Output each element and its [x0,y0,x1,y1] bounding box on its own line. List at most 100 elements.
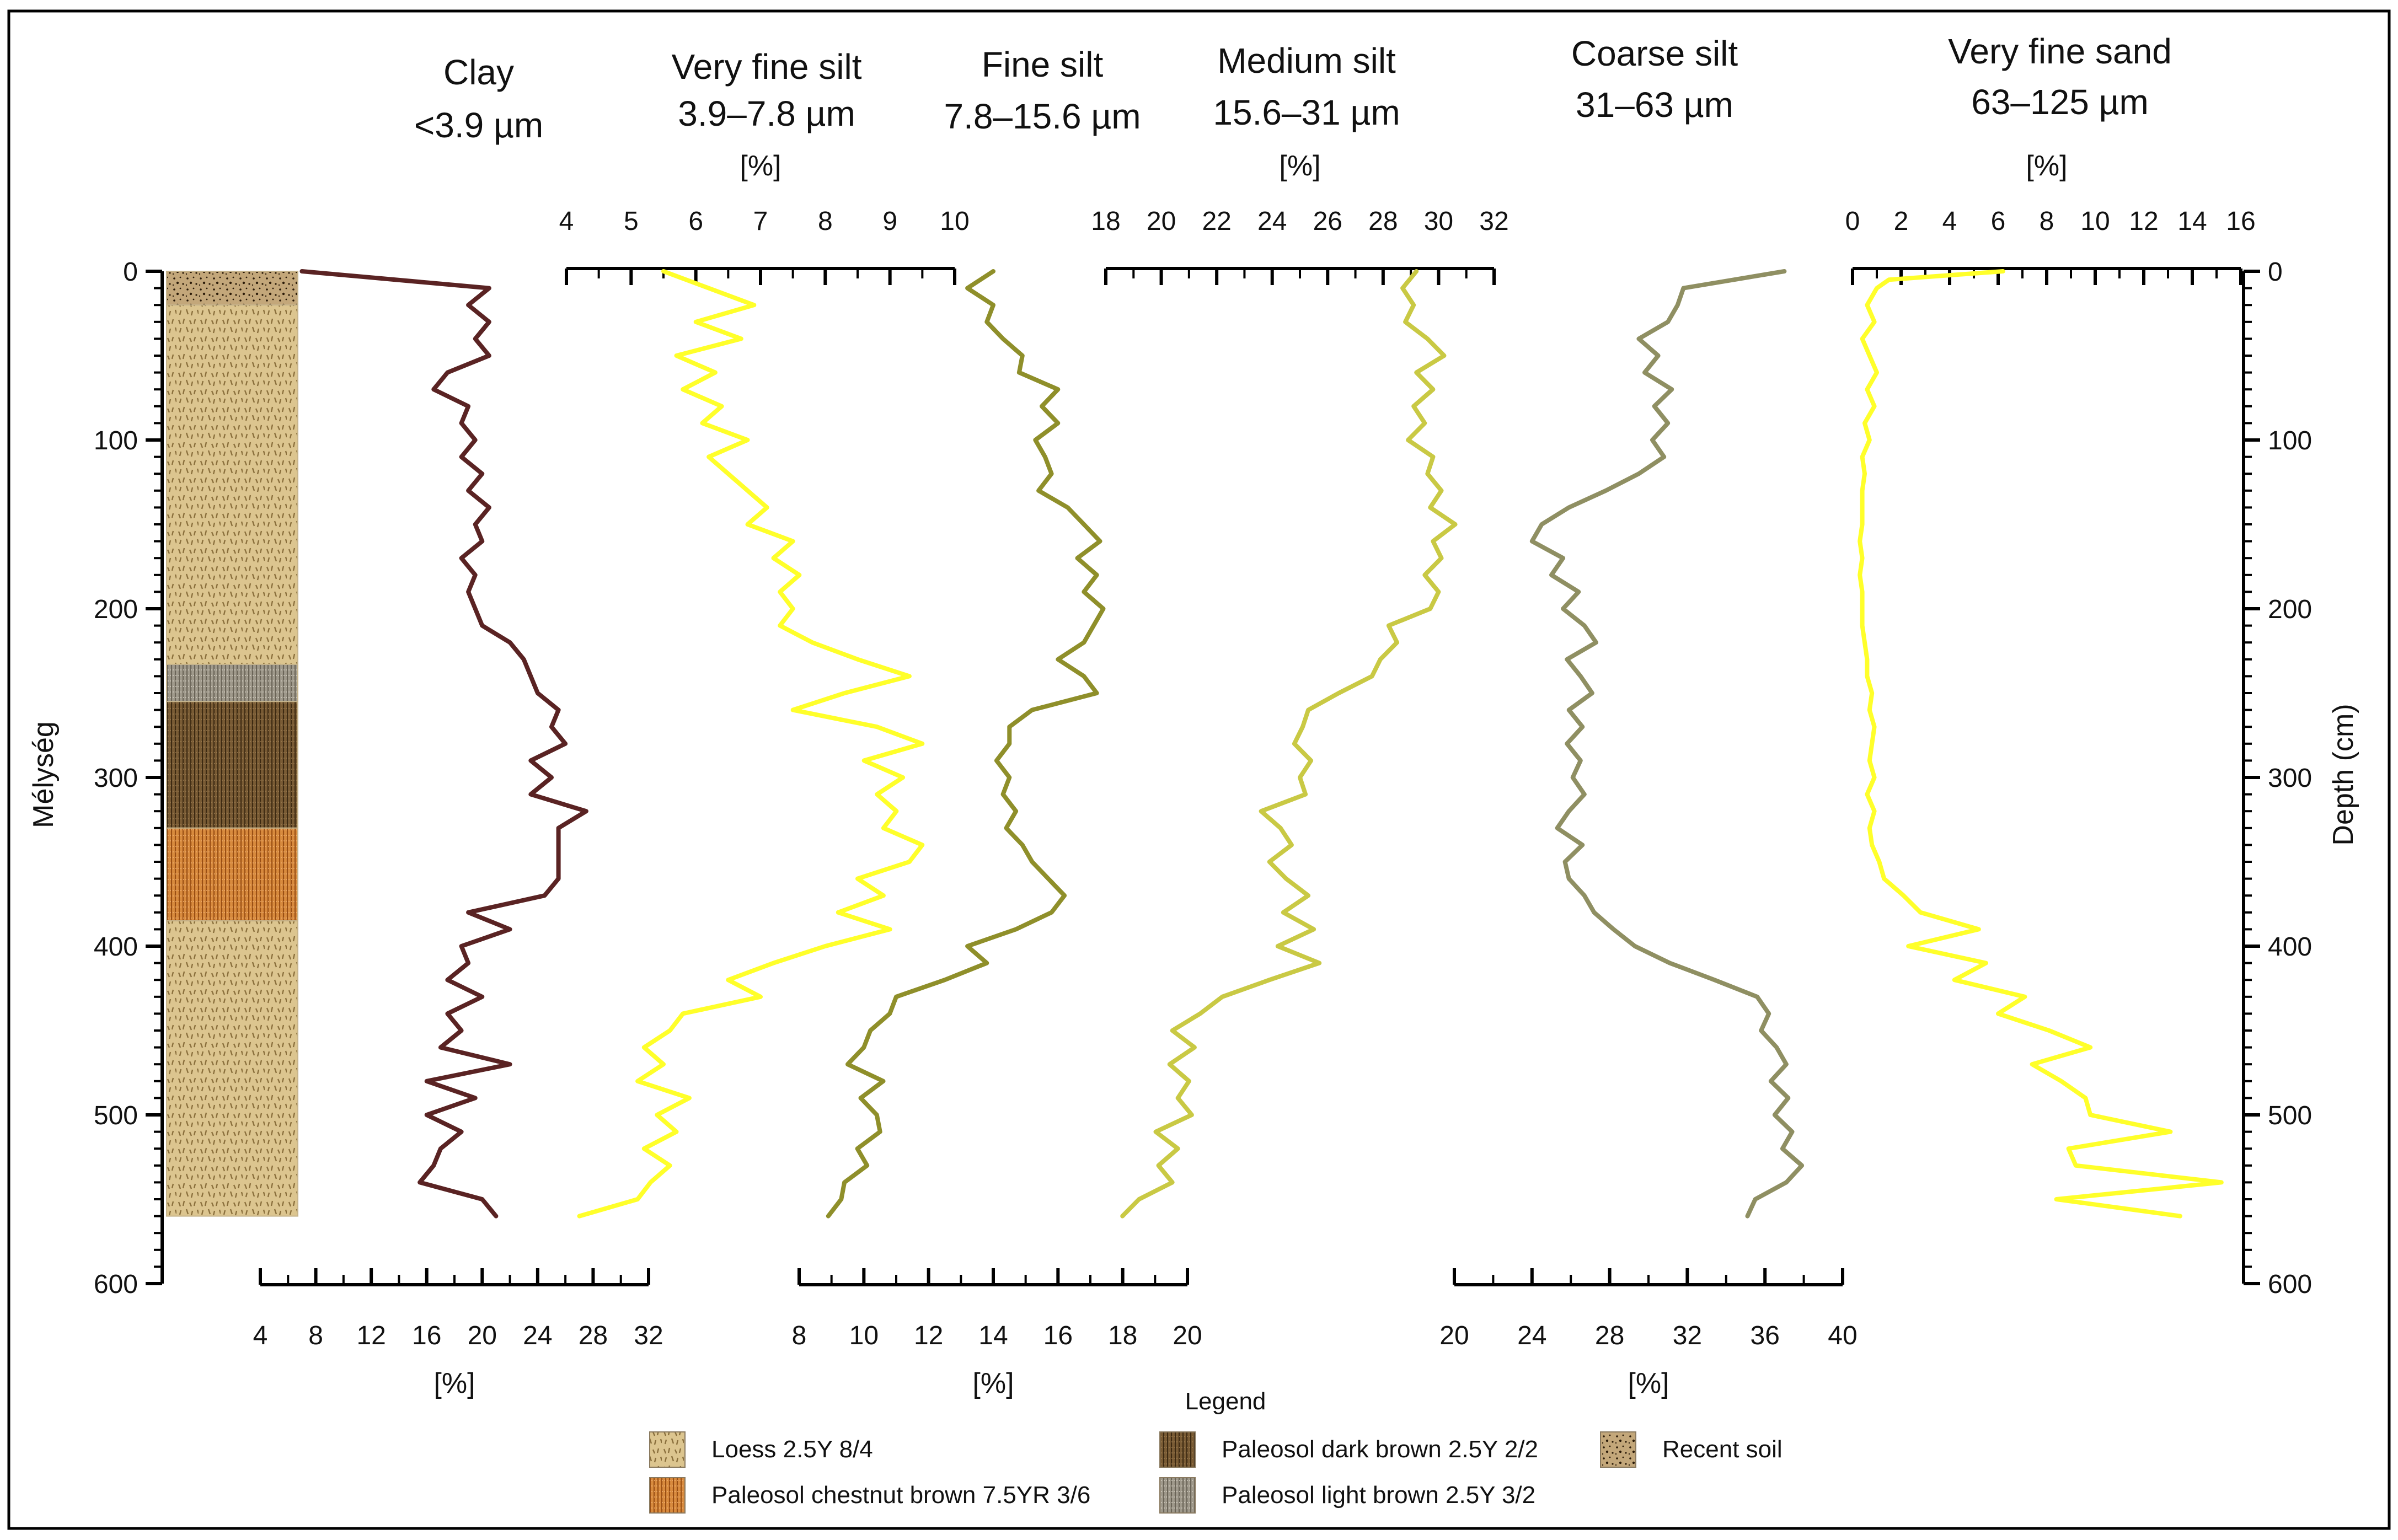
x-tick-label: 20 [1439,1321,1469,1350]
x-tick-label: 18 [1108,1321,1137,1350]
depth-tick-label: 200 [94,595,138,624]
panel-title: Very fine silt [671,47,861,87]
x-tick-label: 10 [849,1321,879,1350]
panel-very-fine-silt: 4 5 6 7 8 9 10 [%] Very fine silt 3.9–7.8 µm [559,47,970,1219]
grain-size-panels: 4 8 12 16 20 24 28 32[%]Clay<3.9 µm4 5 6 7 8 9 10[%]V… [253,31,2256,1399]
x-tick-label: 28 [1595,1321,1624,1350]
x-tick-label: 20 [1173,1321,1202,1350]
x-tick-label: 8 [2040,207,2054,236]
strat-layer-chestnut [166,827,298,922]
strat-layer-loess [166,920,298,1217]
x-tick-label: 22 [1202,207,1231,236]
panel-subtitle: 3.9–7.8 µm [678,94,855,133]
x-tick-label: 8 [818,207,833,236]
depth-tick-label: 500 [94,1101,138,1130]
strat-layer-recent [166,271,298,306]
depth-tick-label: 400 [2268,932,2312,962]
x-tick-label: 28 [579,1321,608,1350]
x-tick-label: 20 [1147,207,1176,236]
strat-layer-loess [166,304,298,665]
panel-title: Very fine sand [1948,31,2172,71]
panel-title: Fine silt [982,45,1104,84]
depth-tick-label: 500 [2268,1101,2312,1130]
depth-tick-label: 0 [123,257,138,287]
x-tick-label: 4 [253,1321,268,1350]
x-tick-label: 9 [882,207,897,236]
depth-tick-label: 600 [94,1270,138,1299]
depth-tick-label: 100 [94,426,138,455]
legend-swatch-light [1159,1477,1196,1514]
legend-swatch-recent [1600,1431,1636,1468]
legend-title: Legend [1185,1388,1266,1415]
x-axis-unit-label: [%] [1628,1367,1669,1399]
legend-label: Paleosol chestnut brown 7.5YR 3/6 [711,1482,1090,1509]
x-tick-label: 26 [1313,207,1342,236]
legend-swatch-chestnut [649,1477,686,1514]
panel-title: Clay [443,52,514,92]
panel-very-fine-sand: 0 2 4 6 8 10 12 14 16 [%] Very fine sand 63–125 µm [1845,31,2256,1219]
x-tick-label: 10 [2080,207,2110,236]
legend-swatch-loess [649,1431,686,1468]
x-tick-label: 36 [1751,1321,1780,1350]
x-tick-label: 32 [1479,207,1508,236]
legend-item-dark: Paleosol dark brown 2.5Y 2/2 [1159,1431,1538,1468]
x-tick-label: 32 [634,1321,663,1350]
x-tick-label: 4 [559,207,574,236]
x-tick-label: 32 [1673,1321,1702,1350]
strat-layer-dark [166,701,298,829]
depth-tick-label: 200 [2268,595,2312,624]
x-tick-label: 10 [940,207,969,236]
x-tick-label: 6 [688,207,703,236]
x-tick-label: 7 [753,207,768,236]
panel-subtitle: <3.9 µm [414,105,543,145]
depth-axis-left: 0 100 200 300 400 500 600 [94,257,164,1299]
panel-subtitle: 31–63 µm [1576,85,1733,125]
stratigraphic-column [166,271,298,1217]
x-tick-label: 14 [2177,207,2207,236]
legend-item-recent: Recent soil [1600,1431,1783,1468]
x-tick-label: 6 [1991,207,2006,236]
x-tick-label: 16 [1043,1321,1073,1350]
legend-label: Paleosol dark brown 2.5Y 2/2 [1222,1436,1538,1463]
x-axis-unit-label: [%] [2026,150,2067,182]
x-tick-label: 40 [1828,1321,1857,1350]
legend-label: Recent soil [1662,1436,1783,1463]
x-tick-label: 8 [792,1321,807,1350]
legend-swatch-dark [1159,1431,1196,1468]
panel-subtitle: 63–125 µm [1971,82,2149,122]
x-tick-label: 2 [1894,207,1909,236]
right-axis-label: Depth (cm) [2327,704,2359,845]
panel-subtitle: 15.6–31 µm [1213,93,1400,132]
depth-tick-label: 300 [94,764,138,793]
x-tick-label: 14 [978,1321,1008,1350]
x-tick-label: 16 [412,1321,441,1350]
x-tick-label: 5 [624,207,639,236]
panel-fine-silt: 8 10 12 14 16 18 20 [%] Fine silt 7.8–15.6 µm [792,45,1202,1399]
x-tick-label: 12 [914,1321,943,1350]
x-tick-label: 8 [308,1321,323,1350]
x-axis-unit-label: [%] [1279,150,1320,182]
x-axis-unit-label: [%] [740,150,781,182]
very-fine-sand-series-line [1858,269,2224,1219]
x-tick-label: 18 [1091,207,1120,236]
depth-tick-label: 0 [2268,257,2283,287]
x-tick-label: 24 [1257,207,1287,236]
legend-item-light: Paleosol light brown 2.5Y 3/2 [1159,1477,1535,1514]
x-tick-label: 4 [1942,207,1957,236]
x-tick-label: 30 [1424,207,1453,236]
panel-clay: 4 8 12 16 20 24 28 32 [%] Clay <3.9 µm [253,52,663,1399]
x-tick-label: 28 [1368,207,1398,236]
depth-tick-label: 300 [2268,764,2312,793]
x-axis-unit-label: [%] [433,1367,475,1399]
depth-tick-label: 100 [2268,426,2312,455]
legend-item-loess: Loess 2.5Y 8/4 [649,1431,873,1468]
legend: Legend Loess 2.5Y 8/4 Paleosol dark brown… [649,1388,1783,1514]
depth-tick-label: 400 [94,932,138,962]
strat-layer-light [166,663,298,702]
panel-title: Medium silt [1217,41,1396,81]
x-tick-label: 12 [2129,207,2158,236]
depth-axis-right: 0 100 200 300 400 500 600 [2242,257,2312,1299]
figure-frame [7,9,2391,1530]
panel-medium-silt: 18 20 22 24 26 28 30 32 [%] Medium silt 15.6–31 µm [1091,41,1509,1219]
legend-label: Paleosol light brown 2.5Y 3/2 [1222,1482,1535,1509]
